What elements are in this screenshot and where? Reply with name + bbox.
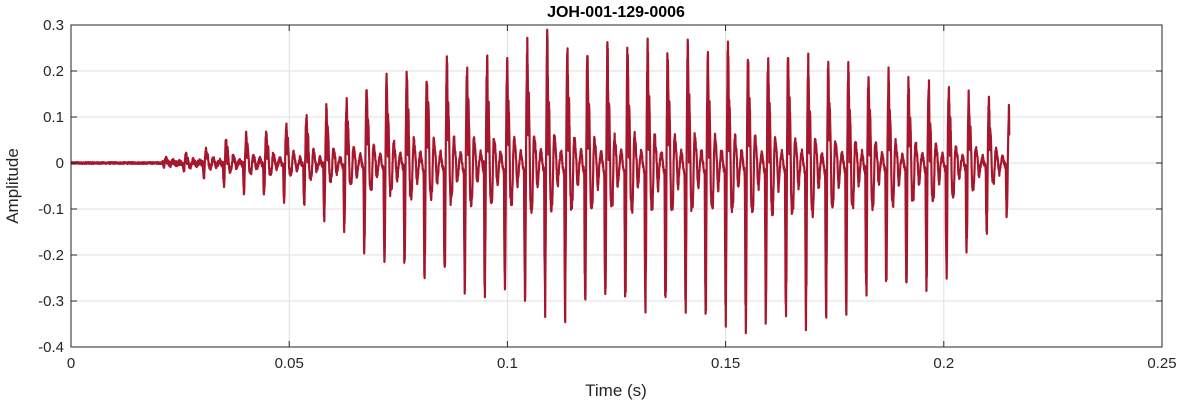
waveform-series-line	[71, 28, 1011, 335]
x-tick-label: 0.1	[497, 355, 518, 372]
x-tick-label: 0.25	[1147, 355, 1176, 372]
plot-frame	[70, 24, 1163, 348]
y-axis-label: Amplitude	[3, 148, 22, 224]
x-axis-label: Time (s)	[585, 381, 647, 400]
y-tick-label: -0.3	[38, 293, 64, 310]
y-tick-label: -0.1	[38, 201, 64, 218]
x-tick-label: 0	[67, 355, 75, 372]
y-tick-label: -0.4	[38, 339, 64, 356]
x-tick-label: 0.2	[933, 355, 954, 372]
chart-title: JOH-001-129-0006	[547, 4, 685, 21]
x-tick-label: 0.15	[711, 355, 740, 372]
y-tick-label: -0.2	[38, 247, 64, 264]
y-tick-label: 0	[56, 155, 64, 172]
x-tick-labels: 0 0.05 0.1 0.15 0.2 0.25	[67, 355, 1177, 372]
y-tick-label: 0.2	[43, 63, 64, 80]
x-tick-label: 0.05	[275, 355, 304, 372]
y-tick-labels: 0.3 0.2 0.1 0 -0.1 -0.2 -0.3 -0.4	[38, 17, 64, 356]
y-tick-label: 0.1	[43, 109, 64, 126]
axis-ticks	[70, 24, 1163, 348]
y-tick-label: 0.3	[43, 17, 64, 34]
